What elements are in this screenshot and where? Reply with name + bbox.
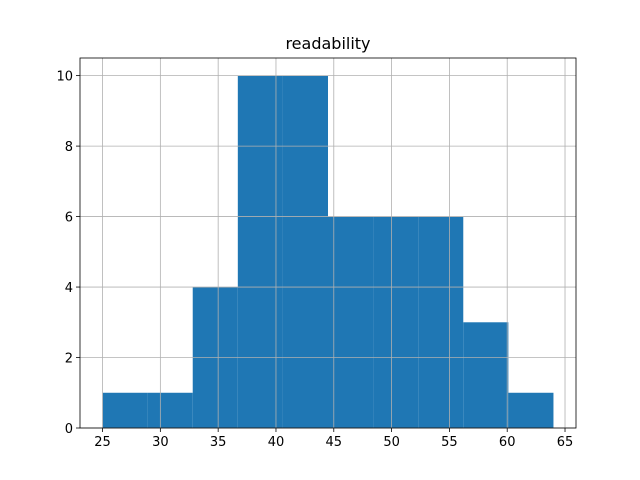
y-tick-label: 0 xyxy=(65,422,73,437)
bar xyxy=(237,75,283,428)
x-tick-label: 40 xyxy=(268,435,285,450)
x-tick-label: 25 xyxy=(94,435,111,450)
y-tick-label: 8 xyxy=(65,140,73,155)
x-tick-label: 60 xyxy=(499,435,516,450)
chart-title: readability xyxy=(285,34,370,53)
bar xyxy=(102,392,148,428)
x-tick-label: 35 xyxy=(210,435,227,450)
x-tick-label: 45 xyxy=(326,435,343,450)
bar xyxy=(147,392,193,428)
bar xyxy=(373,216,419,428)
x-tick-label: 65 xyxy=(557,435,574,450)
bar xyxy=(418,216,464,428)
bar xyxy=(328,216,374,428)
x-tick-label: 30 xyxy=(152,435,169,450)
y-tick-label: 10 xyxy=(56,70,73,85)
y-tick-label: 2 xyxy=(65,352,73,367)
bar xyxy=(463,322,509,428)
y-tick-label: 6 xyxy=(65,211,73,226)
plot-frame xyxy=(79,57,577,429)
y-tick-label: 4 xyxy=(65,281,73,296)
bar xyxy=(282,75,328,428)
x-tick-label: 55 xyxy=(441,435,458,450)
bar xyxy=(508,392,554,428)
x-tick-label: 50 xyxy=(383,435,400,450)
